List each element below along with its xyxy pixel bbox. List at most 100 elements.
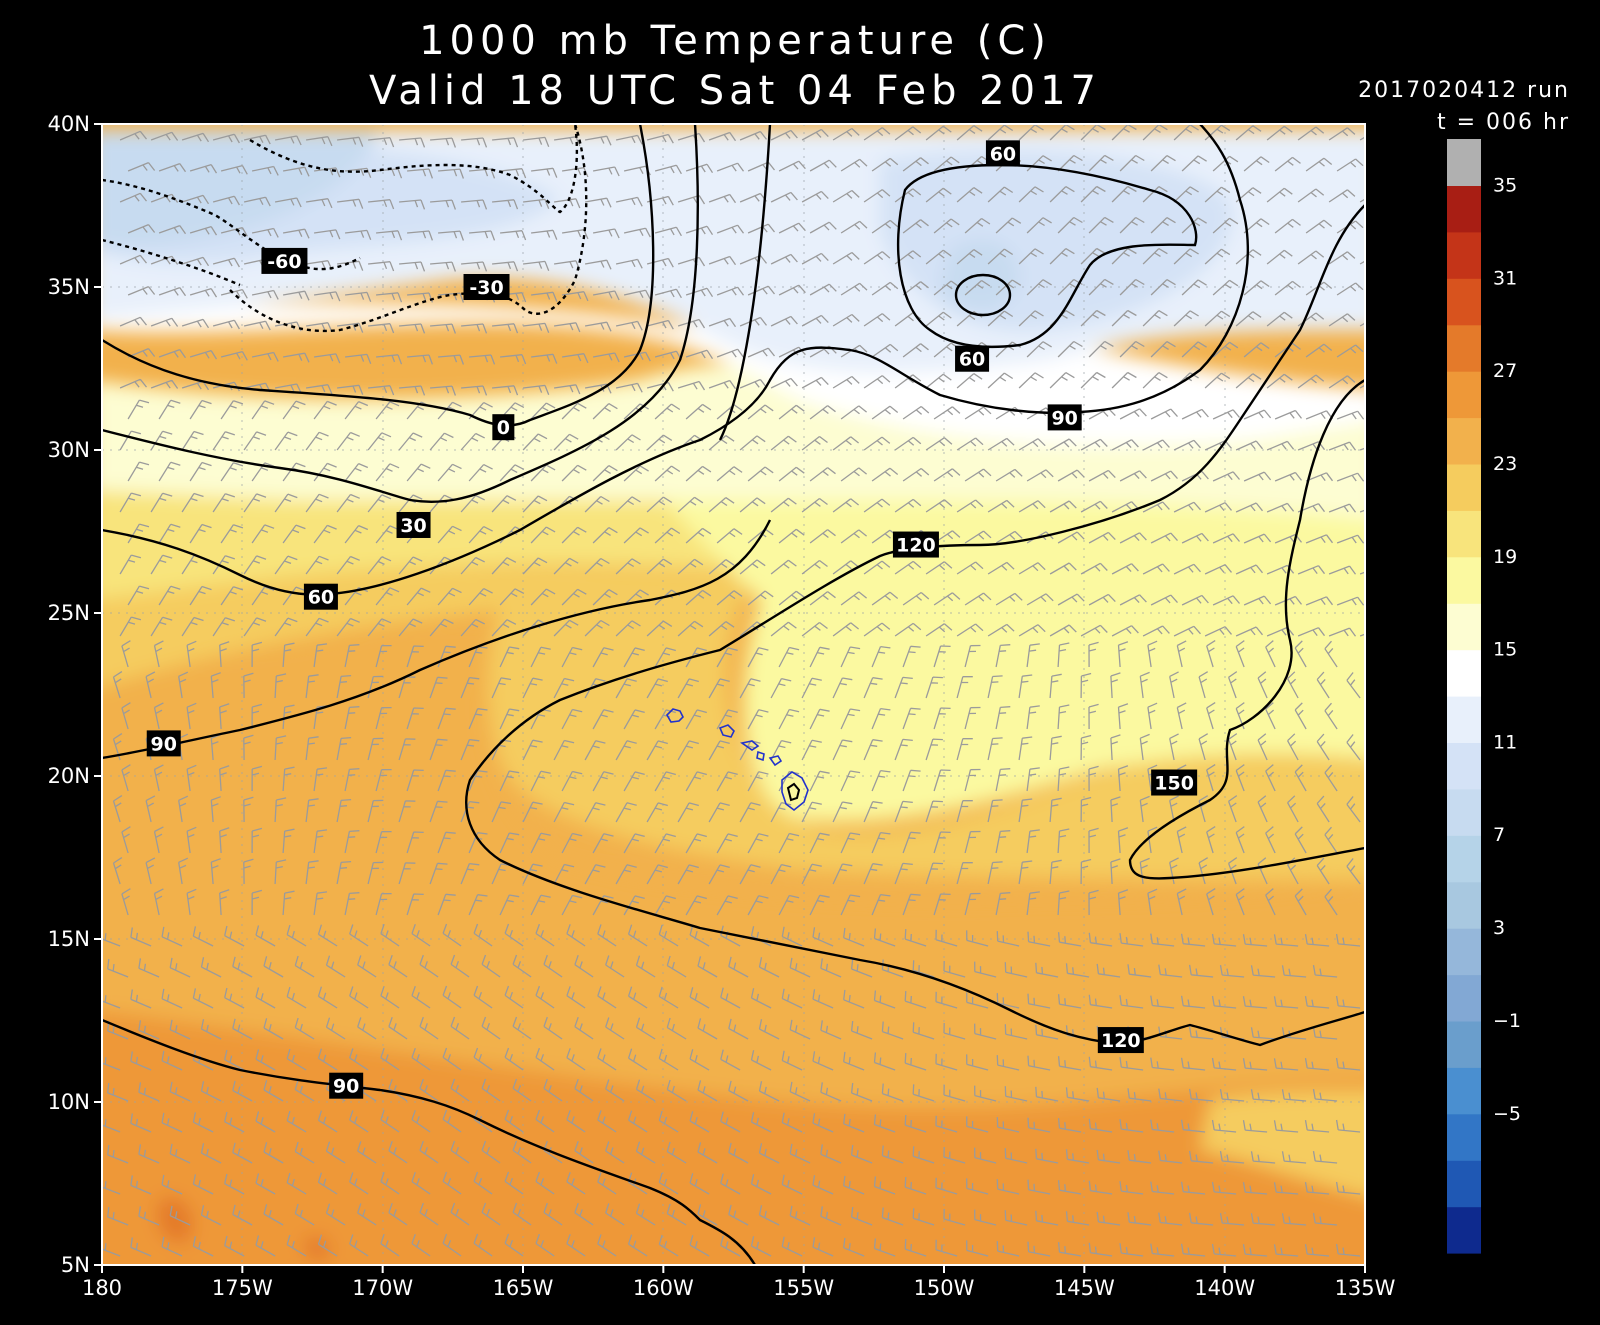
axes: 180 175W 170W 165W 160W 155W 150W 145W 140W 135W 4…	[48, 112, 1396, 1300]
x-tick-label: 155W	[773, 1276, 834, 1300]
colorbar-swatch	[1447, 649, 1481, 697]
contour-90-west	[102, 519, 772, 760]
colorbar-label: 35	[1493, 174, 1517, 196]
svg-text:120: 120	[896, 535, 936, 557]
svg-text:-30: -30	[469, 277, 503, 299]
colorbar-swatch	[1447, 974, 1481, 1022]
colorbar-swatch	[1447, 371, 1481, 419]
contour-label: 90	[1047, 404, 1082, 431]
contour-label: 60	[955, 345, 990, 372]
svg-text:90: 90	[333, 1076, 359, 1098]
colorbar-swatch	[1447, 788, 1481, 836]
contour-labels: -60 -30 0 30 60 90 60 60 90 120 150 120 90	[146, 140, 1198, 1099]
colorbar-label: 27	[1493, 360, 1517, 382]
colorbar-swatch	[1447, 1113, 1481, 1161]
colorbar-swatch	[1447, 696, 1481, 743]
x-tick-label: 150W	[914, 1276, 975, 1300]
x-tick-label: 170W	[352, 1276, 413, 1300]
svg-text:-60: -60	[267, 251, 301, 273]
colorbar-swatch	[1447, 1206, 1481, 1254]
y-tick-label: 10N	[48, 1090, 90, 1114]
colorbar-swatch	[1447, 324, 1481, 372]
colorbar-swatch	[1447, 463, 1481, 511]
x-tick-label: 175W	[212, 1276, 273, 1300]
contour-label: 60	[303, 583, 338, 610]
x-tick-label: 145W	[1054, 1276, 1115, 1300]
y-tick-label: 20N	[48, 764, 90, 788]
colorbar-swatch	[1447, 278, 1481, 326]
colorbar-label: 3	[1493, 917, 1505, 939]
colorbar-swatch	[1447, 1020, 1481, 1068]
svg-text:30: 30	[400, 515, 426, 537]
colorbar-swatch	[1447, 1160, 1481, 1208]
contour-label: -30	[463, 274, 510, 300]
contour-60-west-b	[718, 124, 772, 441]
x-tick-label: 180	[82, 1276, 122, 1300]
colorbar-swatch	[1447, 139, 1481, 186]
colorbar-swatch	[1447, 835, 1481, 883]
colorbar-swatch	[1447, 417, 1481, 465]
y-tick-label: 25N	[48, 601, 90, 625]
colorbar-label: 11	[1493, 731, 1517, 753]
colorbar-swatch	[1447, 928, 1481, 976]
contour-60-inner	[954, 273, 1012, 317]
colorbar-label: 15	[1493, 639, 1517, 661]
svg-text:60: 60	[990, 143, 1016, 165]
svg-text:60: 60	[959, 349, 985, 371]
colorbar-label: 23	[1493, 453, 1517, 475]
y-tick-label: 40N	[48, 112, 90, 136]
svg-text:120: 120	[1101, 1030, 1141, 1052]
colorbar-swatch	[1447, 881, 1481, 929]
contour-neg30	[229, 124, 588, 333]
y-tick-label: 15N	[48, 927, 90, 951]
contour-label: 90	[146, 730, 181, 757]
x-tick-label: 165W	[493, 1276, 554, 1300]
colorbar-swatch	[1447, 231, 1481, 279]
x-tick-label: 160W	[633, 1276, 694, 1300]
contour-label: 0	[492, 414, 515, 441]
contour-neg30-north	[249, 124, 578, 214]
y-tick-label: 35N	[48, 275, 90, 299]
svg-text:90: 90	[1051, 407, 1077, 429]
colorbar-swatch	[1447, 556, 1481, 604]
hawaiian-islands	[666, 708, 809, 812]
svg-text:0: 0	[497, 417, 510, 439]
colorbar-label: 19	[1493, 546, 1517, 568]
colorbar-swatch	[1447, 185, 1481, 233]
y-tick-label: 5N	[61, 1253, 90, 1277]
forecast-hour-label: t = 006 hr	[1436, 110, 1570, 135]
contour-label: 30	[396, 511, 431, 538]
temperature-field	[102, 124, 1365, 1265]
contour-neg60	[102, 178, 361, 271]
colorbar: 35 31 27 23 19 15 11 7 3 −1 −5	[1447, 139, 1521, 1254]
contour-30	[102, 124, 699, 503]
colorbar-swatch	[1447, 742, 1481, 790]
colorbar-swatch	[1447, 1067, 1481, 1115]
chart-title: 1000 mb Temperature (C)	[419, 18, 1051, 64]
valid-time: Valid 18 UTC Sat 04 Feb 2017	[369, 68, 1101, 114]
big-island-contour	[786, 782, 801, 802]
plot-frame	[101, 123, 1366, 1266]
contour-label: 60	[985, 140, 1020, 167]
colorbar-label: −5	[1493, 1103, 1521, 1125]
colorbar-label: 31	[1493, 267, 1517, 289]
colorbar-label: −1	[1493, 1010, 1521, 1032]
contour-label: -60	[261, 247, 308, 274]
contour-label: 150	[1151, 769, 1198, 796]
run-label: 2017020412 run	[1358, 78, 1570, 103]
contour-label: 120	[1097, 1027, 1144, 1054]
contour-neg60-north	[102, 238, 241, 287]
colorbar-swatch	[1447, 510, 1481, 558]
svg-text:60: 60	[308, 587, 334, 609]
x-tick-label: 135W	[1335, 1276, 1396, 1300]
x-tick-label: 140W	[1194, 1276, 1255, 1300]
svg-text:150: 150	[1154, 773, 1194, 795]
contour-60-east	[896, 163, 1198, 349]
colorbar-label: 7	[1493, 824, 1505, 846]
svg-text:90: 90	[151, 733, 177, 755]
contour-label: 90	[329, 1072, 364, 1099]
contour-150-east	[1128, 378, 1365, 880]
contour-label: 120	[892, 531, 939, 558]
wind-barbs	[102, 124, 1365, 1257]
